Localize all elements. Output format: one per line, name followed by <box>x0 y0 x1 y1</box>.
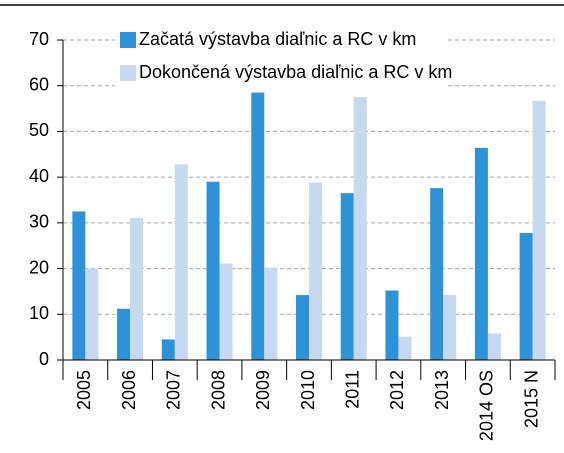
y-tick-label: 50 <box>29 120 49 140</box>
bar <box>161 339 175 360</box>
bar <box>474 147 488 360</box>
x-tick-label: 2005 <box>74 370 94 410</box>
legend-box <box>115 24 445 90</box>
y-tick-label: 30 <box>29 212 49 232</box>
bar <box>219 263 233 360</box>
y-tick-label: 10 <box>29 303 49 323</box>
x-tick-label: 2007 <box>164 370 184 410</box>
bar <box>85 268 99 360</box>
bar <box>487 333 501 360</box>
bar <box>519 232 533 360</box>
y-tick-label: 40 <box>29 166 49 186</box>
x-tick-label: 2009 <box>253 370 273 410</box>
bar <box>309 182 322 360</box>
x-tick-label: 2015 N <box>521 370 541 428</box>
x-tick-label: 2013 <box>432 370 452 410</box>
bar <box>174 164 188 360</box>
bar <box>353 97 367 361</box>
x-tick-label: 2006 <box>119 370 139 410</box>
legend-label: Začatá výstavba diaľnic a RC v km <box>139 29 416 49</box>
bar <box>72 211 86 360</box>
bar <box>443 295 457 360</box>
bar <box>206 181 220 360</box>
bar <box>430 188 444 360</box>
bar <box>117 308 131 360</box>
x-tick-label: 2011 <box>342 370 362 409</box>
legend-label: Dokončená výstavba diaľnic a RC v km <box>139 62 452 82</box>
legend-swatch <box>120 32 136 48</box>
x-tick-label: 2008 <box>208 370 228 410</box>
bar <box>296 295 309 360</box>
legend-swatch <box>120 65 136 81</box>
y-tick-label: 60 <box>29 74 49 94</box>
bar <box>251 92 265 361</box>
x-tick-label: 2010 <box>298 370 318 410</box>
bar <box>532 100 546 361</box>
bar <box>398 336 412 360</box>
x-tick-label: 2014 OS <box>477 370 497 441</box>
bar <box>130 217 144 360</box>
bar <box>385 290 399 360</box>
y-tick-label: 70 <box>29 29 49 49</box>
x-tick-label: 2012 <box>387 370 407 410</box>
bar <box>264 267 278 360</box>
y-tick-label: 0 <box>39 349 49 369</box>
y-tick-label: 20 <box>29 257 49 277</box>
bar <box>340 193 354 360</box>
